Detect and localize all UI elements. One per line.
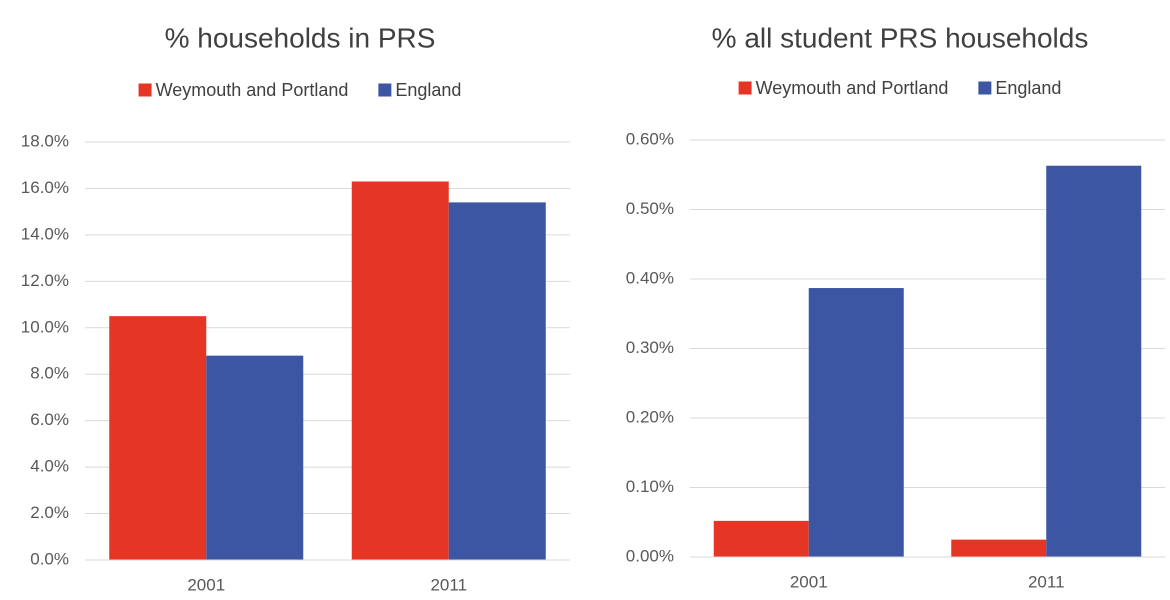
bar bbox=[808, 288, 904, 557]
legend-label: Weymouth and Portland bbox=[156, 80, 349, 100]
legend-swatch bbox=[378, 83, 392, 97]
legend-swatch bbox=[978, 81, 992, 95]
bar bbox=[713, 520, 809, 557]
x-tick-label: 2001 bbox=[187, 575, 225, 594]
legend-label: Weymouth and Portland bbox=[756, 78, 949, 98]
y-tick-label: 0.20% bbox=[626, 407, 674, 426]
y-tick-label: 0.50% bbox=[626, 199, 674, 218]
legend-swatch bbox=[138, 83, 152, 97]
x-tick-label: 2001 bbox=[790, 572, 828, 591]
bar bbox=[109, 316, 207, 560]
bar bbox=[1046, 165, 1142, 557]
y-tick-label: 0.10% bbox=[626, 477, 674, 496]
y-tick-label: 0.40% bbox=[626, 268, 674, 287]
y-tick-label: 16.0% bbox=[21, 178, 69, 197]
bar bbox=[951, 539, 1047, 557]
y-tick-label: 10.0% bbox=[21, 317, 69, 336]
y-tick-label: 14.0% bbox=[21, 224, 69, 243]
x-tick-label: 2011 bbox=[1028, 572, 1065, 591]
y-tick-label: 4.0% bbox=[30, 457, 69, 476]
y-tick-label: 8.0% bbox=[30, 364, 69, 383]
legend-label: England bbox=[395, 80, 461, 100]
chart-title: % all student PRS households bbox=[712, 22, 1089, 53]
y-tick-label: 0.00% bbox=[626, 546, 674, 565]
y-tick-label: 6.0% bbox=[30, 410, 69, 429]
y-tick-label: 2.0% bbox=[30, 503, 69, 522]
bar bbox=[351, 181, 449, 560]
bar bbox=[206, 355, 304, 560]
y-tick-label: 12.0% bbox=[21, 271, 69, 290]
x-tick-label: 2011 bbox=[430, 575, 467, 594]
bar bbox=[448, 202, 546, 560]
y-tick-label: 0.0% bbox=[30, 549, 69, 568]
y-tick-label: 0.60% bbox=[626, 129, 674, 148]
y-tick-label: 0.30% bbox=[626, 338, 674, 357]
legend-label: England bbox=[995, 78, 1061, 98]
legend-swatch bbox=[738, 81, 752, 95]
y-tick-label: 18.0% bbox=[21, 131, 69, 150]
chart-title: % households in PRS bbox=[165, 22, 436, 53]
